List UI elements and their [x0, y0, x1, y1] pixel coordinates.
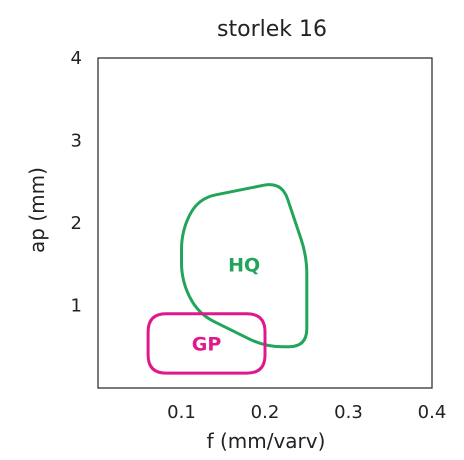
x-tick-label: 0.1 [167, 402, 196, 423]
chart-title: storlek 16 [217, 17, 327, 42]
x-tick-label: 0.4 [418, 402, 447, 423]
y-axis-label: ap (mm) [25, 167, 49, 253]
x-tick-label: 0.2 [251, 402, 280, 423]
region-hq-label: HQ [228, 254, 260, 276]
region-gp-outline [146, 312, 267, 375]
tick-labels: 0.1 0.2 0.3 0.4 1 2 3 4 [71, 48, 447, 423]
y-tick-label: 3 [71, 131, 82, 152]
regions: HQ GP [146, 183, 309, 375]
y-tick-label: 2 [71, 213, 82, 234]
x-tick-label: 0.3 [334, 402, 363, 423]
x-axis-label: f (mm/varv) [207, 429, 326, 453]
y-tick-label: 4 [71, 48, 82, 69]
y-tick-label: 1 [71, 296, 82, 317]
region-gp-label: GP [192, 333, 222, 355]
region-hq-outline [180, 183, 309, 349]
plot-frame [97, 57, 433, 389]
